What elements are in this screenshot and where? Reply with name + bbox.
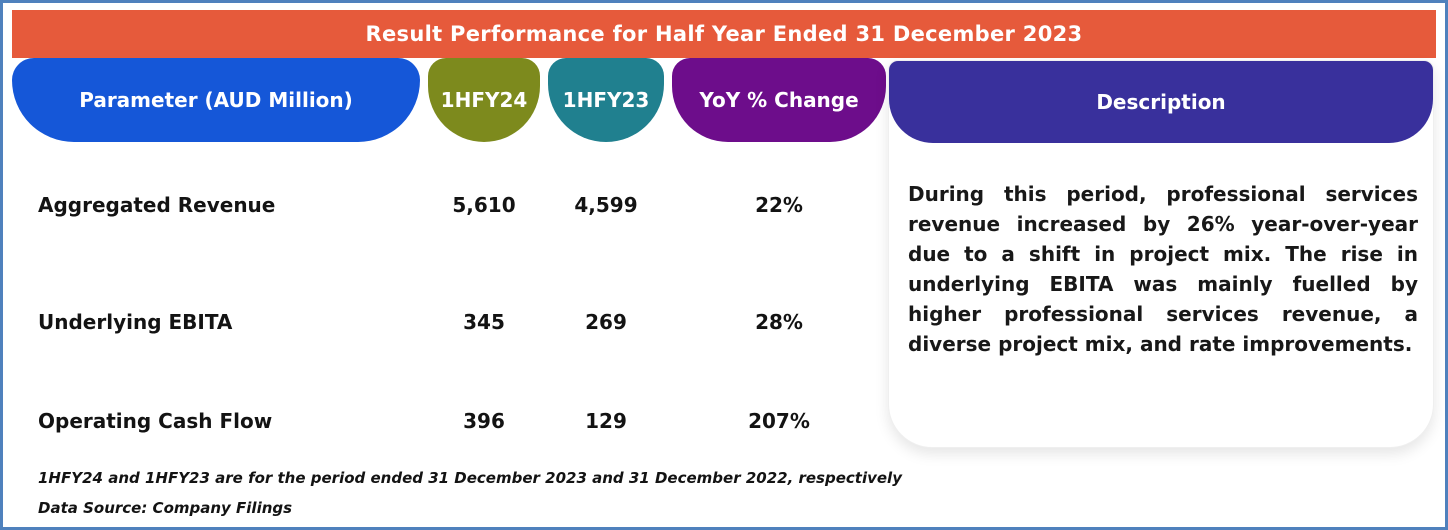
column-header-yoy-change-label: YoY % Change [699,88,859,112]
column-header-1hfy23: 1HFY23 [548,58,664,142]
row-1hfy23-value: 129 [585,409,627,433]
row-yoy-value: 22% [755,193,803,217]
column-header-description: Description [889,61,1433,143]
row-1hfy24-value: 396 [463,409,505,433]
row-parameter-label: Aggregated Revenue [38,193,276,217]
column-header-description-label: Description [1096,90,1226,114]
table-row: Aggregated Revenue 5,610 4,599 22% [3,189,891,221]
column-header-1hfy24-label: 1HFY24 [440,88,528,112]
footnote-data-source: Data Source: Company Filings [38,499,293,517]
row-1hfy24-value: 5,610 [452,193,516,217]
column-header-parameter: Parameter (AUD Million) [12,58,420,142]
footnote-period-definition: 1HFY24 and 1HFY23 are for the period end… [38,469,902,487]
column-header-1hfy24: 1HFY24 [428,58,540,142]
row-1hfy24-value: 345 [463,310,505,334]
row-parameter-label: Underlying EBITA [38,310,233,334]
column-header-parameter-label: Parameter (AUD Million) [79,88,353,112]
title-banner: Result Performance for Half Year Ended 3… [12,10,1436,58]
column-header-yoy-change: YoY % Change [672,58,886,142]
row-yoy-value: 207% [748,409,810,433]
description-card: Description During this period, professi… [888,60,1434,448]
row-parameter-label: Operating Cash Flow [38,409,273,433]
table-row: Operating Cash Flow 396 129 207% [3,405,891,437]
row-1hfy23-value: 269 [585,310,627,334]
table-row: Underlying EBITA 345 269 28% [3,306,891,338]
column-header-1hfy23-label: 1HFY23 [562,88,650,112]
row-1hfy23-value: 4,599 [574,193,638,217]
row-yoy-value: 28% [755,310,803,334]
description-text: During this period, professional service… [908,182,1418,356]
page-title: Result Performance for Half Year Ended 3… [365,22,1083,46]
